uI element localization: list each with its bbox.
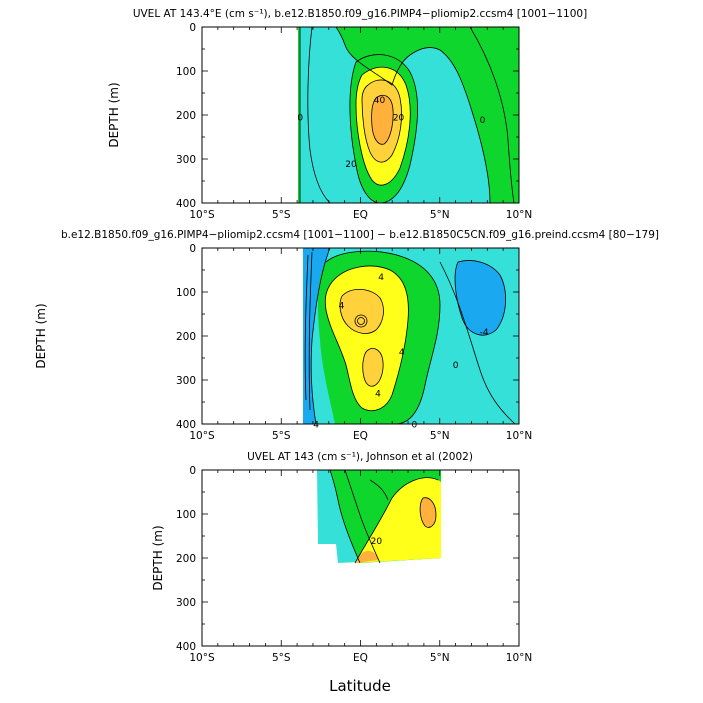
contour-label: 4 — [339, 302, 345, 312]
panel-3: UVEL AT 143 (cm s⁻¹), Johnson et al (200… — [247, 451, 473, 695]
contour-label: 4 — [313, 421, 319, 431]
y-tick-label: 200 — [176, 553, 196, 565]
x-tick-label: 5°S — [272, 430, 291, 442]
y-axis-label: DEPTH (m) — [107, 82, 121, 147]
y-tick-label: 100 — [176, 287, 196, 299]
y-axis-label: DEPTH (m) — [151, 525, 165, 590]
x-tick-label: 5°N — [430, 430, 450, 442]
contour-label: 20 — [393, 114, 405, 124]
contour-label: 4 — [378, 273, 384, 283]
panel-3-contour-fill — [317, 470, 441, 564]
y-tick-label: 400 — [176, 641, 196, 653]
panel-2-region-gt8b — [362, 348, 384, 387]
panel-1-contour-lines — [299, 27, 515, 203]
x-tick-label: 10°N — [506, 430, 532, 442]
y-tick-label: 0 — [189, 243, 196, 255]
panel-2-region-neg4b — [455, 260, 506, 336]
y-tick-label: 400 — [176, 198, 196, 210]
y-tick-label: 200 — [176, 331, 196, 343]
x-tick-label: 10°S — [189, 652, 215, 664]
panel-2-contour-labels: 4 4 -4 0 0 4 4 4 — [313, 273, 489, 430]
panel-1-region-gt40 — [371, 95, 394, 145]
y-axis-label: DEPTH (m) — [34, 303, 48, 368]
panel-3-contour-lines — [329, 470, 439, 564]
panel-2-contour-lines — [304, 248, 516, 424]
panel-1-contour-labels: 40 20 20 0 0 — [297, 96, 485, 170]
y-tick-label: 400 — [176, 419, 196, 431]
panel-1-contour-fill — [298, 27, 519, 203]
y-tick-label: 0 — [189, 465, 196, 477]
contour-label: -4 — [480, 328, 489, 338]
panel-3-region-20-40 — [355, 477, 441, 563]
contour-label: 20 — [345, 160, 357, 170]
x-tick-label: 5°N — [430, 652, 450, 664]
panel-2-region-gt8 — [340, 289, 384, 334]
contour-label: 4 — [375, 390, 381, 400]
x-tick-label: 10°N — [506, 652, 532, 664]
x-tick-label: EQ — [353, 652, 368, 664]
x-tick-label: 5°S — [272, 209, 291, 221]
y-tick-label: 300 — [176, 375, 196, 387]
panel-1: UVEL AT 143.4°E (cm s⁻¹), b.e12.B1850.f0… — [133, 8, 587, 203]
panel-2-title: b.e12.B1850.f09_g16.PIMP4−pliomip2.ccsm4… — [61, 229, 659, 241]
contour-label: 20 — [371, 537, 383, 547]
contour-label: 0 — [480, 116, 486, 126]
panel-1-region-10-20 — [298, 27, 300, 203]
contour-label: 0 — [412, 421, 418, 431]
contour-label: 40 — [374, 96, 386, 106]
panel-3-contour-labels: 20 — [371, 537, 383, 547]
x-tick-label: 5°S — [272, 652, 291, 664]
y-tick-label: 300 — [176, 154, 196, 166]
x-tick-label: 5°N — [430, 209, 450, 221]
x-tick-label: 10°S — [189, 209, 215, 221]
y-tick-label: 300 — [176, 597, 196, 609]
x-tick-label: 10°S — [189, 430, 215, 442]
x-axis-label: Latitude — [329, 677, 391, 695]
x-tick-label: EQ — [353, 430, 368, 442]
panel-3-region-gt40b — [356, 550, 378, 563]
contour-label: 4 — [399, 348, 405, 358]
panel-2-contour-fill — [303, 248, 519, 424]
panel-3-title: UVEL AT 143 (cm s⁻¹), Johnson et al (200… — [247, 451, 473, 463]
panel-1-title: UVEL AT 143.4°E (cm s⁻¹), b.e12.B1850.f0… — [133, 8, 587, 20]
y-tick-label: 0 — [189, 22, 196, 34]
y-tick-label: 200 — [176, 110, 196, 122]
contour-label: 0 — [453, 361, 459, 371]
y-tick-label: 100 — [176, 509, 196, 521]
contour-label: 0 — [297, 114, 303, 124]
y-tick-label: 100 — [176, 66, 196, 78]
x-tick-label: 10°N — [506, 209, 532, 221]
panel-3-axes: 10°S 5°S EQ 5°N 10°N 0 100 200 300 400 DEPTH (m) — [151, 465, 532, 664]
x-tick-label: EQ — [353, 209, 368, 221]
panel-3-region-gt40 — [420, 497, 436, 528]
panel-2: b.e12.B1850.f09_g16.PIMP4−pliomip2.ccsm4… — [61, 229, 659, 431]
